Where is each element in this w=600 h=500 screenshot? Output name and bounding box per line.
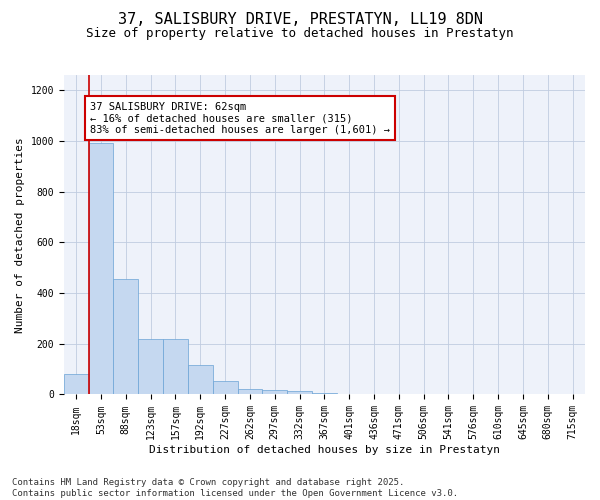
Y-axis label: Number of detached properties: Number of detached properties [15, 137, 25, 332]
Bar [188, 366, 212, 394]
Text: Contains HM Land Registry data © Crown copyright and database right 2025.
Contai: Contains HM Land Registry data © Crown c… [12, 478, 458, 498]
Bar [163, 338, 188, 394]
Bar [138, 338, 163, 394]
Text: 37 SALISBURY DRIVE: 62sqm
← 16% of detached houses are smaller (315)
83% of semi: 37 SALISBURY DRIVE: 62sqm ← 16% of detac… [90, 102, 390, 135]
Bar [212, 380, 238, 394]
Bar [312, 392, 337, 394]
Bar [287, 390, 312, 394]
Text: 37, SALISBURY DRIVE, PRESTATYN, LL19 8DN: 37, SALISBURY DRIVE, PRESTATYN, LL19 8DN [118, 12, 482, 28]
Bar [64, 374, 89, 394]
Bar [89, 144, 113, 394]
Bar [238, 389, 262, 394]
X-axis label: Distribution of detached houses by size in Prestatyn: Distribution of detached houses by size … [149, 445, 500, 455]
Bar [113, 279, 138, 394]
Text: Size of property relative to detached houses in Prestatyn: Size of property relative to detached ho… [86, 28, 514, 40]
Bar [262, 390, 287, 394]
